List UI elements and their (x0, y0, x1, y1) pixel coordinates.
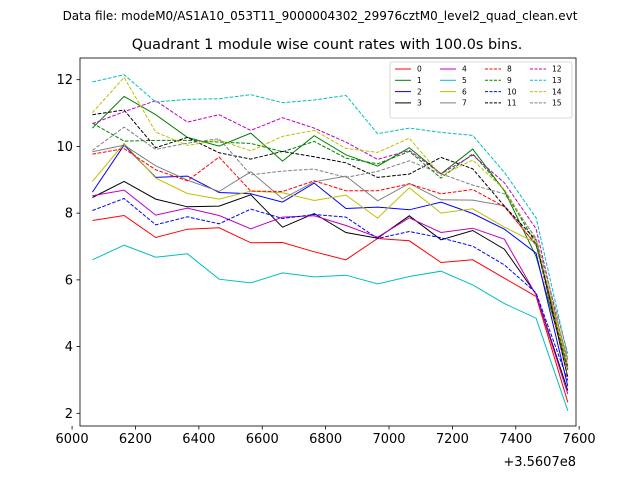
x-tick-label: 7200 (436, 432, 469, 447)
legend-label-10: 10 (507, 87, 517, 96)
legend-label-2: 2 (417, 87, 422, 96)
series-line-2 (91, 144, 569, 387)
y-tick-label: 12 (56, 73, 73, 88)
y-tick-label: 2 (65, 407, 73, 422)
y-tick-label: 6 (65, 273, 73, 288)
chart-title: Quadrant 1 module wise count rates with … (132, 37, 523, 53)
legend-label-7: 7 (462, 99, 467, 108)
series-line-15 (92, 126, 569, 354)
legend-label-4: 4 (462, 65, 467, 74)
series-line-10 (92, 197, 569, 381)
series-line-8 (92, 148, 569, 378)
legend-label-15: 15 (552, 99, 562, 108)
legend-label-8: 8 (507, 65, 512, 74)
series-line-1 (92, 95, 569, 371)
x-offset-label: +3.5607e8 (503, 455, 576, 470)
series-line-6 (92, 142, 569, 369)
y-tick-label: 4 (65, 340, 73, 355)
y-tick-label: 8 (65, 207, 73, 222)
x-tick-label: 7400 (499, 432, 532, 447)
series-line-11 (92, 109, 569, 378)
legend-label-9: 9 (507, 76, 512, 85)
axis-ticks: 6000 6200 6400 6600 6800 7000 7200 7400 7600 2 4 6 8… (56, 73, 596, 447)
series-line-9 (92, 122, 569, 370)
series-line-0 (92, 214, 569, 403)
legend-label-1: 1 (417, 76, 422, 85)
data-file-label: Data file: modeM0/AS1A10_053T11_90000043… (63, 9, 578, 23)
series-line-12 (92, 100, 569, 367)
x-tick-label: 6800 (309, 432, 342, 447)
x-tick-label: 6200 (119, 432, 152, 447)
series-line-14 (92, 76, 569, 364)
legend-label-3: 3 (417, 99, 422, 108)
legend-label-13: 13 (552, 76, 562, 85)
legend-box (389, 61, 573, 119)
series-line-13 (92, 74, 569, 357)
series-line-7 (92, 144, 569, 360)
series-layer (91, 74, 569, 411)
x-tick-label: 7000 (372, 432, 405, 447)
series-line-4 (92, 189, 569, 395)
legend-label-11: 11 (507, 99, 517, 108)
plot-frame (79, 57, 577, 427)
x-tick-label: 6600 (246, 432, 279, 447)
legend-label-6: 6 (462, 87, 467, 96)
legend-label-5: 5 (462, 76, 467, 85)
legend-label-12: 12 (552, 65, 562, 74)
series-line-5 (92, 244, 569, 411)
series-line-3 (92, 180, 569, 391)
y-tick-label: 10 (56, 140, 73, 155)
x-tick-label: 6000 (56, 432, 89, 447)
legend-label-0: 0 (417, 65, 422, 74)
x-tick-label: 7600 (563, 432, 596, 447)
x-tick-label: 6400 (182, 432, 215, 447)
legend-label-14: 14 (552, 87, 562, 96)
